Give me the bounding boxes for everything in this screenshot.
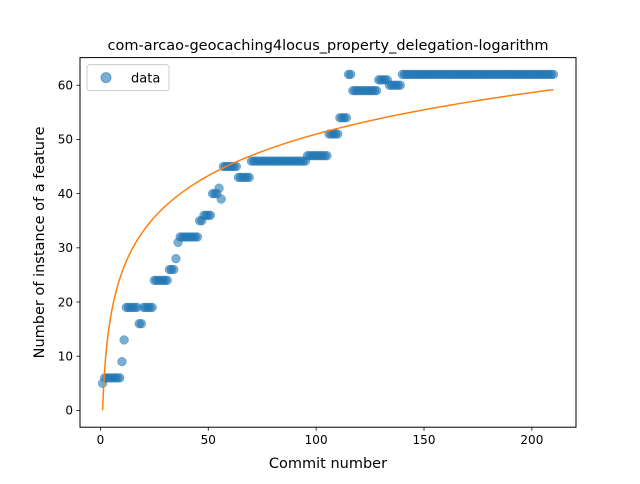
data-point [371, 86, 382, 96]
legend-box [86, 64, 170, 92]
y-tick-label: 30 [58, 241, 73, 255]
data-point [341, 113, 351, 123]
data-point [244, 172, 254, 183]
data-point [205, 210, 216, 220]
data-point [169, 264, 179, 275]
data-point [119, 335, 129, 345]
legend-label: data [131, 72, 160, 87]
x-axis-label: Commit number [269, 456, 387, 472]
y-tick-label: 20 [58, 295, 73, 309]
data-point [216, 194, 226, 204]
data-point [346, 69, 356, 80]
data-point [171, 254, 181, 264]
legend: data [86, 64, 170, 92]
data-point [115, 373, 125, 383]
y-tick-label: 10 [58, 350, 73, 364]
data-point [162, 275, 172, 285]
x-tick-label: 100 [305, 433, 328, 447]
data-point [117, 356, 127, 367]
data-point [192, 232, 203, 242]
y-axis-label: Number of instance of a feature [32, 126, 48, 358]
x-tick-label: 150 [413, 433, 436, 447]
x-tick-label: 200 [520, 433, 543, 447]
data-point [333, 129, 343, 139]
data-point [395, 80, 405, 90]
plot-marks [97, 69, 559, 411]
y-axis: 0 10 20 30 40 50 60 [58, 79, 80, 418]
y-tick-label: 0 [65, 404, 73, 418]
data-point [214, 183, 224, 193]
chart-title: com-arcao-geocaching4locus_property_dele… [108, 38, 549, 54]
fit-line [101, 88, 554, 411]
x-axis: 0 50 100 150 200 [97, 427, 543, 447]
plot-frame [79, 57, 577, 428]
data-point [147, 302, 157, 313]
data-point [548, 69, 559, 80]
data-point [136, 319, 147, 329]
x-tick-label: 0 [97, 433, 105, 447]
legend-marker [100, 72, 112, 84]
data-point [322, 151, 332, 161]
x-tick-label: 50 [201, 433, 216, 447]
y-tick-label: 60 [58, 79, 73, 93]
y-tick-label: 50 [58, 133, 73, 147]
y-tick-label: 40 [58, 187, 73, 201]
